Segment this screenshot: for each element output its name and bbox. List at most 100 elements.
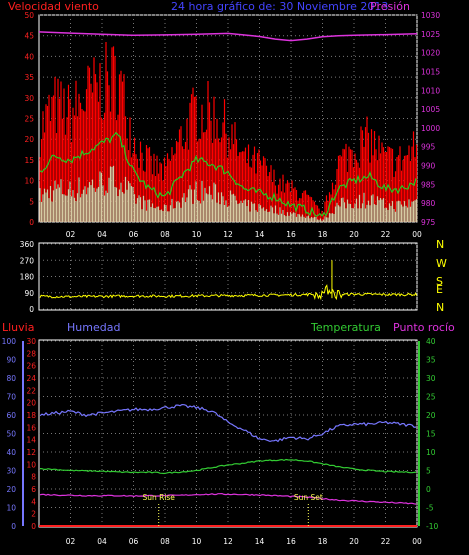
compass-label: N	[436, 301, 444, 314]
compass-label: E	[436, 283, 443, 296]
humidity-y-tick-label: 20	[6, 485, 16, 494]
wind-x-tick-label: 04	[97, 230, 107, 239]
rain-y-tick-label: 20	[26, 399, 36, 408]
pressure-y-tick-label: 975	[421, 218, 436, 227]
wind-x-tick-label: 16	[286, 230, 296, 239]
pressure-y-tick-label: 1020	[421, 49, 440, 58]
rain-y-tick-label: 14	[26, 436, 36, 445]
wind-x-tick-label: 00	[412, 230, 422, 239]
rain-y-tick-label: 18	[26, 411, 36, 420]
climate-x-tick-label: 02	[66, 537, 76, 546]
wind-bars	[39, 41, 418, 222]
climate-x-tick-label: 22	[381, 537, 391, 546]
temperature-y-tick-label: 10	[426, 448, 436, 457]
wind-x-tick-label: 12	[223, 230, 233, 239]
climate-x-tick-label: 18	[318, 537, 328, 546]
humidity-y-tick-label: 50	[6, 430, 16, 439]
pressure-y-tick-label: 1030	[421, 11, 440, 20]
pressure-y-tick-label: 990	[421, 162, 436, 171]
temperature-y-tick-label: 35	[426, 356, 436, 365]
compass-label: W	[436, 257, 447, 270]
temperature-title: Temperatura	[310, 321, 381, 334]
climate-x-tick-label: 08	[160, 537, 170, 546]
wind-x-tick-label: 22	[381, 230, 391, 239]
wind-x-tick-label: 10	[192, 230, 202, 239]
temperature-y-tick-label: 20	[426, 411, 436, 420]
compass-label: S	[436, 275, 443, 288]
climate-x-tick-label: 06	[129, 537, 139, 546]
direction-line	[39, 284, 418, 301]
rain-y-tick-label: 30	[26, 337, 36, 346]
pressure-y-tick-label: 1015	[421, 67, 440, 76]
dewpoint-line	[39, 492, 417, 505]
climate-x-tick-label: 20	[349, 537, 359, 546]
wind-x-tick-label: 08	[160, 230, 170, 239]
temperature-y-tick-label: 30	[426, 374, 436, 383]
temperature-y-tick-label: -5	[426, 504, 434, 513]
direction-y-tick-label: 270	[20, 256, 35, 265]
humidity-y-tick-label: 70	[6, 393, 16, 402]
wind-x-tick-label: 20	[349, 230, 359, 239]
temperature-y-tick-label: -10	[426, 522, 438, 531]
wind-y-tick-label: 20	[24, 135, 34, 144]
direction-y-tick-label: 90	[24, 289, 34, 298]
direction-y-tick-label: 180	[20, 273, 35, 282]
sunrise-label: Sun Rise	[142, 493, 175, 502]
wind-speed-title: Velocidad viento	[8, 0, 99, 13]
humidity-y-tick-label: 60	[6, 411, 16, 420]
pressure-title: Presión	[370, 0, 410, 13]
rain-y-tick-label: 4	[31, 497, 36, 506]
wind-y-tick-label: 15	[24, 156, 34, 165]
humidity-y-tick-label: 30	[6, 467, 16, 476]
temperature-y-tick-label: 40	[426, 337, 436, 346]
wind-y-tick-label: 35	[24, 73, 34, 82]
wind-y-tick-label: 50	[24, 11, 34, 20]
wind-y-tick-label: 10	[24, 177, 34, 186]
rain-y-tick-label: 26	[26, 362, 36, 371]
rain-y-tick-label: 12	[26, 448, 36, 457]
wind-x-tick-label: 06	[129, 230, 139, 239]
climate-x-tick-label: 12	[223, 537, 233, 546]
wind-y-tick-label: 25	[24, 115, 34, 124]
climate-x-tick-label: 10	[192, 537, 202, 546]
wind-y-tick-label: 45	[24, 32, 34, 41]
rain-y-tick-label: 16	[26, 423, 36, 432]
temperature-line	[39, 458, 417, 475]
temperature-y-tick-label: 15	[426, 430, 436, 439]
climate-x-tick-label: 04	[97, 537, 107, 546]
rain-y-tick-label: 24	[26, 374, 36, 383]
compass-label: N	[436, 238, 444, 251]
pressure-y-tick-label: 980	[421, 199, 436, 208]
wind-average-line	[39, 131, 417, 218]
humidity-y-tick-label: 80	[6, 374, 16, 383]
climate-x-tick-label: 16	[286, 537, 296, 546]
climate-x-tick-label: 14	[255, 537, 265, 546]
humidity-y-tick-label: 100	[2, 337, 17, 346]
rain-y-tick-label: 22	[26, 386, 36, 395]
direction-y-tick-label: 360	[20, 240, 35, 249]
humidity-title: Humedad	[67, 321, 120, 334]
sunset-label: Sun Set	[294, 493, 323, 502]
humidity-y-tick-label: 90	[6, 356, 16, 365]
wind-y-tick-label: 5	[29, 197, 34, 206]
humidity-line	[39, 403, 417, 443]
temperature-y-tick-label: 0	[426, 485, 431, 494]
wind-y-tick-label: 40	[24, 52, 34, 61]
rain-y-tick-label: 10	[26, 460, 36, 469]
pressure-y-tick-label: 985	[421, 180, 436, 189]
climate-chart: 0102030405060708090100024681012141618202…	[2, 337, 439, 546]
wind-x-tick-label: 02	[66, 230, 76, 239]
climate-x-tick-label: 00	[412, 537, 422, 546]
rain-title: Lluvia	[2, 321, 34, 334]
wind-x-tick-label: 14	[255, 230, 265, 239]
direction-y-tick-label: 0	[29, 305, 34, 314]
dewpoint-title: Punto rocío	[393, 321, 455, 334]
rain-y-tick-label: 28	[26, 349, 36, 358]
pressure-line	[38, 31, 418, 42]
temperature-y-tick-label: 25	[426, 393, 436, 402]
period-title: 24 hora gráfico de: 30 Noviembre 2013	[171, 0, 388, 13]
rain-y-tick-label: 0	[31, 522, 36, 531]
wind-y-tick-label: 30	[24, 94, 34, 103]
